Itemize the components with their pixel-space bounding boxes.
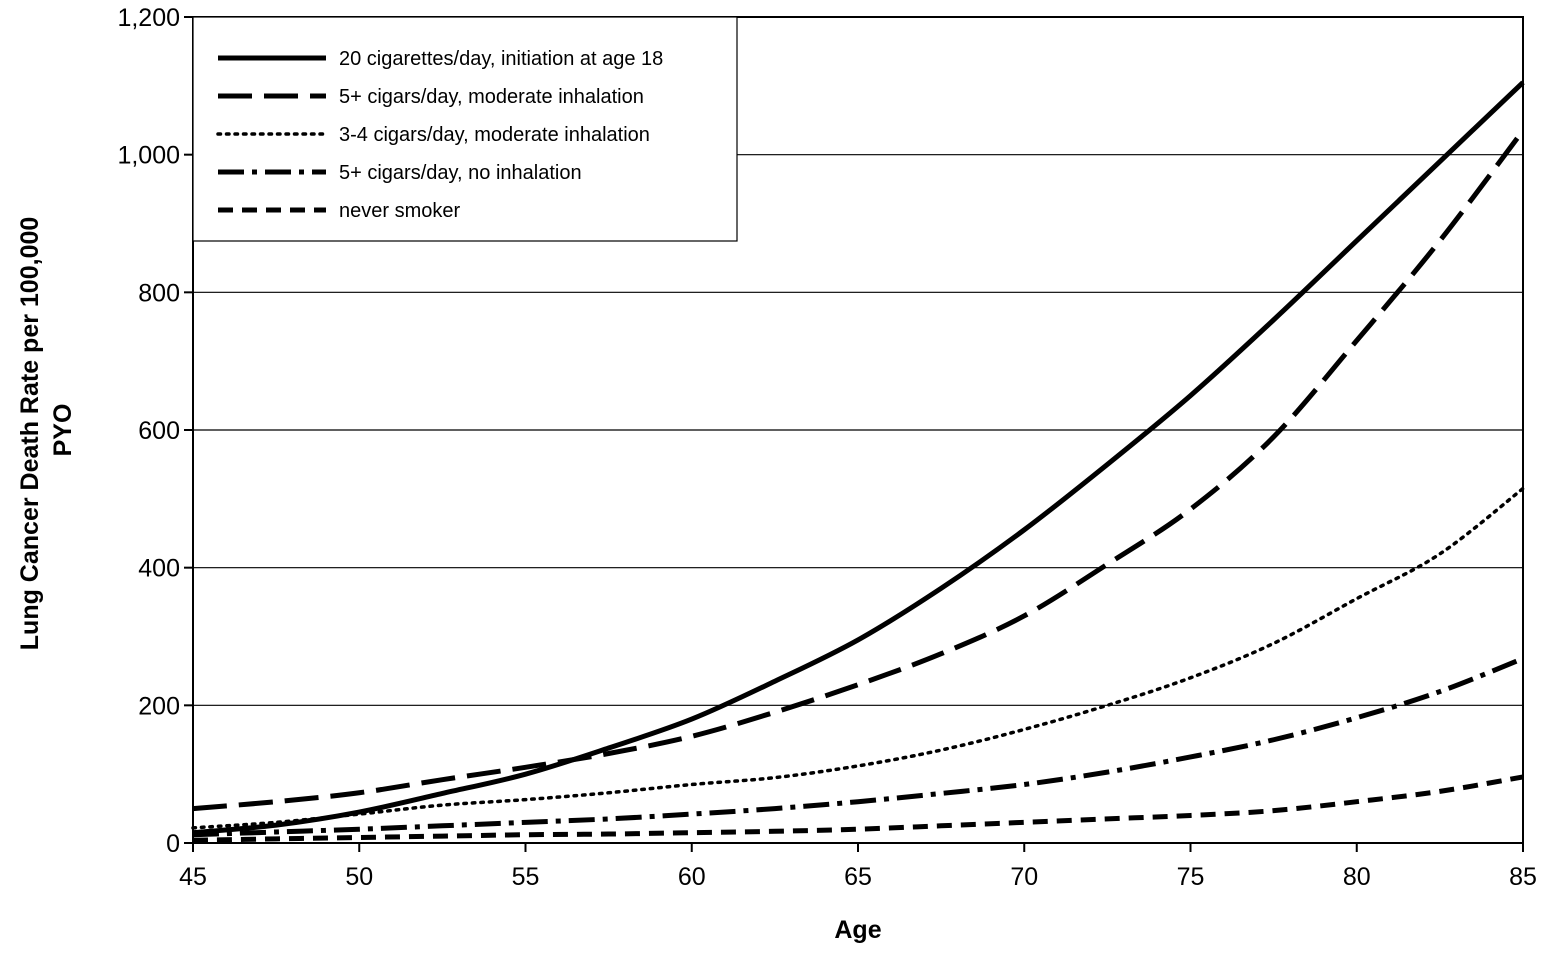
x-tick-label: 60 [678, 863, 706, 891]
y-axis-title-line: Lung Cancer Death Rate per 100,000 [16, 217, 44, 651]
legend-label-3: 5+ cigars/day, no inhalation [339, 162, 582, 184]
y-tick-label: 400 [138, 555, 180, 583]
legend: 20 cigarettes/day, initiation at age 18 5… [193, 17, 737, 241]
y-tick-label: 800 [138, 279, 180, 307]
legend-label-0: 20 cigarettes/day, initiation at age 18 [339, 48, 663, 70]
legend-label-1: 5+ cigars/day, moderate inhalation [339, 86, 644, 108]
x-tick-label: 80 [1343, 863, 1371, 891]
x-tick-label: 55 [512, 863, 540, 891]
x-tick-label: 50 [345, 863, 373, 891]
legend-label-2: 3-4 cigars/day, moderate inhalation [339, 124, 650, 146]
y-axis-title: Lung Cancer Death Rate per 100,000 PYO [16, 210, 77, 650]
x-tick-label: 45 [179, 863, 207, 891]
y-tick-label: 200 [138, 692, 180, 720]
y-tick-label: 600 [138, 417, 180, 445]
y-tick-label: 1,200 [117, 4, 180, 32]
x-tick-label: 65 [844, 863, 872, 891]
x-tick-label: 70 [1010, 863, 1038, 891]
y-tick-label: 1,000 [117, 142, 180, 170]
y-axis-title-line: PYO [49, 404, 77, 457]
y-tick-label: 0 [166, 830, 180, 858]
legend-label-4: never smoker [339, 200, 460, 222]
x-tick-label: 85 [1509, 863, 1537, 891]
x-axis-title: Age [834, 916, 881, 944]
x-tick-label: 75 [1177, 863, 1205, 891]
